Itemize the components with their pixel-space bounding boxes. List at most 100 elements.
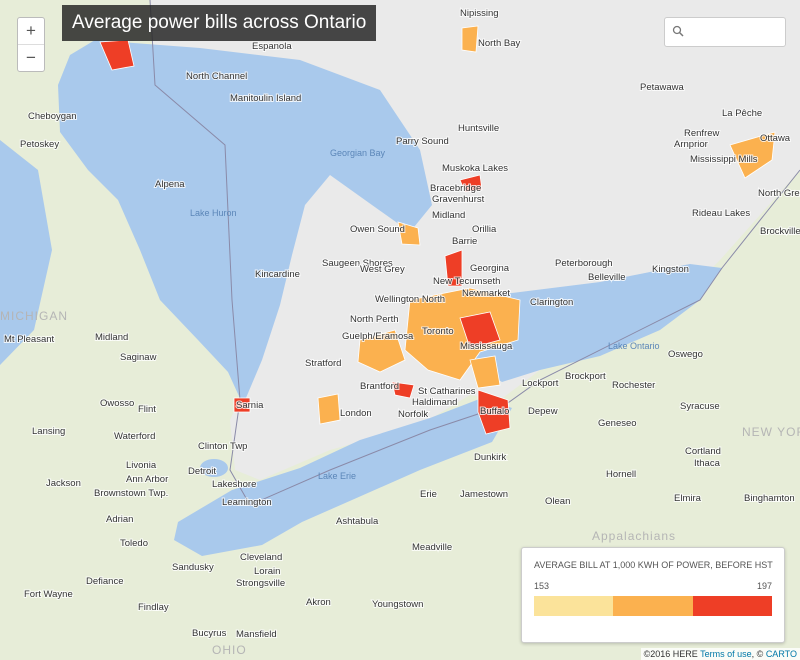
legend-min: 153 bbox=[534, 581, 550, 591]
legend-bin bbox=[534, 596, 614, 616]
place-label: Sandusky bbox=[172, 562, 214, 573]
place-label: Toledo bbox=[120, 538, 148, 549]
place-label: Detroit bbox=[188, 466, 216, 477]
search-box[interactable] bbox=[664, 17, 786, 47]
place-label: North Channel bbox=[186, 71, 247, 82]
place-label: Barrie bbox=[452, 236, 477, 247]
place-label: Gravenhurst bbox=[432, 194, 485, 205]
place-label: Meadville bbox=[412, 542, 452, 553]
place-label: St Catharines bbox=[418, 386, 476, 397]
legend-title: AVERAGE BILL AT 1,000 KWH OF POWER, BEFO… bbox=[534, 560, 773, 570]
place-label: Brantford bbox=[360, 381, 399, 392]
lake-michigan bbox=[0, 140, 52, 365]
zoom-in[interactable]: + bbox=[26, 21, 36, 40]
place-label: Huntsville bbox=[458, 123, 499, 134]
place-label: Erie bbox=[420, 489, 437, 500]
terms-link[interactable]: Terms of use bbox=[700, 649, 752, 659]
place-label: Cortland bbox=[685, 446, 721, 457]
place-label: Lockport bbox=[522, 378, 559, 389]
place-label: Stratford bbox=[305, 358, 341, 369]
region bbox=[459, 311, 501, 349]
place-label: Norfolk bbox=[398, 409, 428, 420]
region bbox=[357, 329, 406, 373]
search-icon bbox=[672, 25, 684, 37]
place-label: Jackson bbox=[46, 478, 81, 489]
place-label: Bracebridge bbox=[430, 183, 481, 194]
borders bbox=[149, 0, 800, 506]
place-label: Cleveland bbox=[240, 552, 282, 563]
place-label: Kingston bbox=[652, 264, 689, 275]
place-label: Sarnia bbox=[236, 400, 264, 411]
place-label: Georgina bbox=[470, 263, 510, 274]
lake-st-clair bbox=[200, 459, 228, 477]
place-label: Livonia bbox=[126, 460, 157, 471]
place-label: Waterford bbox=[114, 431, 155, 442]
place-label: Mississippi Mills bbox=[690, 154, 758, 165]
place-label: MICHIGAN bbox=[0, 309, 68, 323]
place-label: Toronto bbox=[422, 326, 454, 337]
place-label: Adrian bbox=[106, 514, 133, 525]
place-label: La Pêche bbox=[722, 108, 762, 119]
place-label: Cheboygan bbox=[28, 111, 77, 122]
place-label: Petawawa bbox=[640, 82, 685, 93]
place-label: Guelph/Eramosa bbox=[342, 331, 414, 342]
place-label: Alpena bbox=[155, 179, 185, 190]
place-label: Renfrew bbox=[684, 128, 720, 139]
place-label: Midland bbox=[95, 332, 128, 343]
place-label: Brownstown Twp. bbox=[94, 488, 168, 499]
place-label: Saginaw bbox=[120, 352, 157, 363]
place-label: Buffalo bbox=[480, 406, 509, 417]
place-label: Mansfield bbox=[236, 629, 277, 640]
legend-bin bbox=[692, 596, 772, 616]
place-label: Manitoulin Island bbox=[230, 93, 301, 104]
place-label: Olean bbox=[545, 496, 570, 507]
place-label: Saugeen Shores bbox=[322, 258, 393, 269]
place-label: OHIO bbox=[212, 643, 247, 657]
map-title: Average power bills across Ontario bbox=[62, 5, 377, 41]
place-label: Kincardine bbox=[255, 269, 300, 280]
place-label: Oswego bbox=[668, 349, 703, 360]
region bbox=[397, 221, 421, 246]
place-label: Arnprior bbox=[674, 139, 708, 150]
place-label: Clarington bbox=[530, 297, 573, 308]
place-labels: Nipissing North Bay Espanola North Channel M… bbox=[0, 7, 800, 657]
attribution: ©2016 HERE Terms of use, © CARTO bbox=[640, 648, 800, 660]
place-label: Espanola bbox=[252, 41, 292, 52]
place-label: Youngstown bbox=[372, 599, 423, 610]
carto-link[interactable]: CARTO bbox=[765, 649, 797, 659]
lake-huron bbox=[58, 40, 432, 405]
attribution-text: ©2016 HERE bbox=[643, 649, 701, 659]
legend-max: 197 bbox=[756, 581, 772, 591]
place-label: Lake Erie bbox=[318, 471, 356, 481]
place-label: Owen Sound bbox=[350, 224, 405, 235]
region bbox=[404, 287, 521, 381]
place-label: North Perth bbox=[350, 314, 399, 325]
region bbox=[317, 393, 341, 425]
region bbox=[391, 381, 415, 399]
place-label: Rochester bbox=[612, 380, 655, 391]
region-fills bbox=[99, 25, 776, 435]
place-label: Brockport bbox=[565, 371, 606, 382]
region bbox=[233, 397, 251, 413]
region bbox=[444, 249, 463, 287]
place-label: Strongsville bbox=[236, 578, 285, 589]
place-label: Jamestown bbox=[460, 489, 508, 500]
legend-bin bbox=[613, 596, 693, 616]
place-label: Clinton Twp bbox=[198, 441, 247, 452]
place-label: Parry Sound bbox=[396, 136, 449, 147]
lake-ontario bbox=[440, 264, 722, 382]
place-label: Brockville bbox=[760, 226, 800, 237]
place-label: Nipissing bbox=[460, 8, 499, 19]
place-label: North Grenville bbox=[758, 188, 800, 199]
place-label: Defiance bbox=[86, 576, 124, 587]
place-label: Belleville bbox=[588, 272, 626, 283]
place-label: Leamington bbox=[222, 497, 272, 508]
place-label: Hornell bbox=[606, 469, 636, 480]
zoom-out[interactable]: − bbox=[18, 44, 44, 71]
legend-bar bbox=[534, 596, 772, 616]
border-line bbox=[149, 0, 800, 506]
place-label: Akron bbox=[306, 597, 331, 608]
place-label: Findlay bbox=[138, 602, 169, 613]
